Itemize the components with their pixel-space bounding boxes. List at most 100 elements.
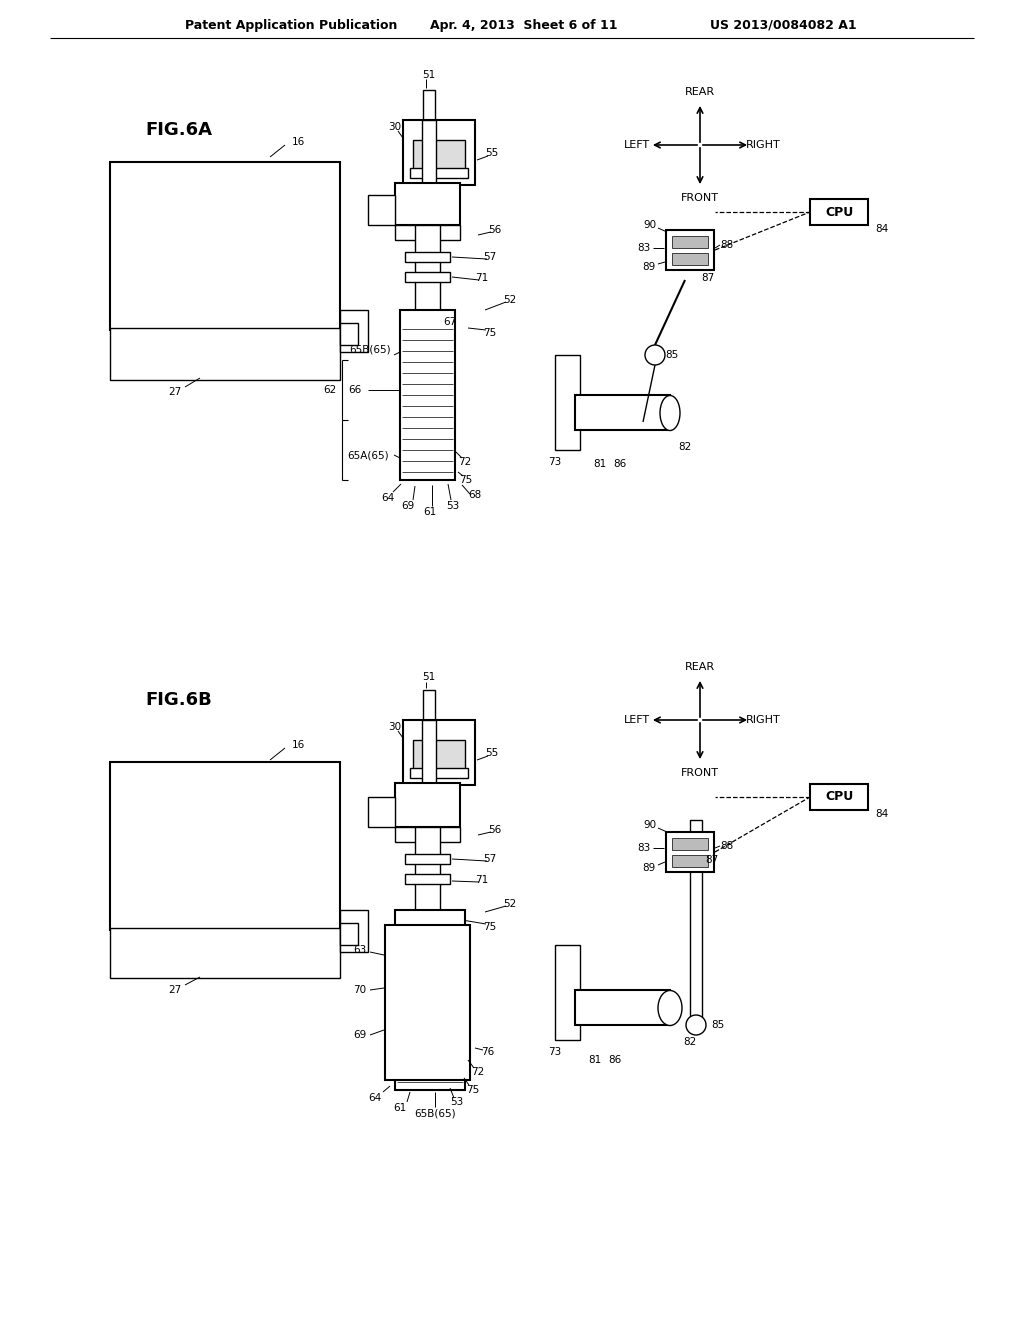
- Text: 30: 30: [388, 121, 401, 132]
- Ellipse shape: [658, 990, 682, 1026]
- Text: 51: 51: [422, 70, 435, 81]
- Text: CPU: CPU: [825, 206, 853, 219]
- Text: US 2013/0084082 A1: US 2013/0084082 A1: [710, 18, 857, 32]
- Text: 65B(65): 65B(65): [349, 345, 391, 355]
- Bar: [395, 783, 460, 828]
- Bar: [403, 719, 475, 785]
- Text: 90: 90: [643, 820, 656, 830]
- Text: 75: 75: [483, 327, 497, 338]
- Text: 52: 52: [504, 294, 517, 305]
- Bar: [395, 828, 460, 842]
- Text: 52: 52: [504, 899, 517, 909]
- Bar: [415, 828, 440, 912]
- Text: 75: 75: [483, 921, 497, 932]
- Bar: [672, 236, 708, 248]
- Text: 72: 72: [459, 457, 472, 467]
- Text: 73: 73: [549, 1047, 561, 1057]
- Text: 69: 69: [353, 1030, 367, 1040]
- Bar: [395, 909, 465, 1090]
- Bar: [423, 690, 435, 719]
- Text: REAR: REAR: [685, 663, 715, 672]
- Text: RIGHT: RIGHT: [745, 140, 780, 150]
- Ellipse shape: [660, 396, 680, 430]
- Text: 67: 67: [443, 317, 457, 327]
- Text: 90: 90: [643, 220, 656, 230]
- Text: 27: 27: [168, 387, 181, 397]
- Text: 66: 66: [348, 385, 361, 395]
- Bar: [810, 199, 868, 224]
- Text: 75: 75: [466, 1085, 479, 1096]
- Text: FIG.6B: FIG.6B: [145, 690, 212, 709]
- Text: 56: 56: [488, 825, 502, 836]
- Bar: [666, 832, 714, 873]
- Text: CPU: CPU: [825, 791, 853, 804]
- Text: 84: 84: [876, 224, 889, 234]
- Text: 86: 86: [608, 1055, 622, 1065]
- Bar: [110, 162, 340, 330]
- Text: 55: 55: [485, 148, 499, 158]
- Bar: [422, 719, 436, 785]
- Text: 76: 76: [481, 1047, 495, 1057]
- Text: LEFT: LEFT: [624, 140, 650, 150]
- Text: 69: 69: [401, 502, 415, 511]
- Text: 61: 61: [393, 1104, 407, 1113]
- Text: 57: 57: [483, 854, 497, 865]
- Bar: [403, 120, 475, 185]
- Text: 56: 56: [488, 224, 502, 235]
- Text: LEFT: LEFT: [624, 715, 650, 725]
- Bar: [415, 224, 440, 310]
- Bar: [575, 395, 670, 430]
- Text: FRONT: FRONT: [681, 768, 719, 777]
- Text: 51: 51: [422, 672, 435, 682]
- Bar: [406, 272, 450, 282]
- Bar: [690, 820, 702, 1020]
- Bar: [340, 323, 358, 345]
- Bar: [400, 310, 455, 480]
- Text: 53: 53: [446, 502, 460, 511]
- Bar: [410, 168, 468, 178]
- Text: 63: 63: [353, 945, 367, 954]
- Text: 16: 16: [292, 137, 304, 147]
- Text: 71: 71: [475, 273, 488, 282]
- Text: FRONT: FRONT: [681, 193, 719, 203]
- Bar: [672, 253, 708, 265]
- Bar: [110, 327, 340, 380]
- Text: Patent Application Publication: Patent Application Publication: [185, 18, 397, 32]
- Text: 89: 89: [642, 261, 655, 272]
- Text: 81: 81: [593, 459, 606, 469]
- Text: 73: 73: [549, 457, 561, 467]
- Text: 84: 84: [876, 809, 889, 818]
- Bar: [406, 252, 450, 261]
- Text: 71: 71: [475, 875, 488, 884]
- Text: 64: 64: [369, 1093, 382, 1104]
- Text: 62: 62: [324, 385, 337, 395]
- Bar: [666, 230, 714, 271]
- Bar: [368, 195, 395, 224]
- Bar: [413, 741, 465, 770]
- Text: 61: 61: [423, 507, 436, 517]
- Bar: [340, 310, 368, 352]
- Text: 55: 55: [485, 748, 499, 758]
- Bar: [395, 183, 460, 224]
- Text: Apr. 4, 2013  Sheet 6 of 11: Apr. 4, 2013 Sheet 6 of 11: [430, 18, 617, 32]
- Text: 89: 89: [642, 863, 655, 873]
- Text: 70: 70: [353, 985, 367, 995]
- Text: 86: 86: [613, 459, 627, 469]
- Text: 88: 88: [720, 240, 733, 249]
- Bar: [672, 855, 708, 867]
- Text: 53: 53: [451, 1097, 464, 1107]
- Bar: [110, 928, 340, 978]
- Text: 82: 82: [683, 1038, 696, 1047]
- Text: 16: 16: [292, 741, 304, 750]
- Bar: [340, 923, 358, 945]
- Bar: [110, 762, 340, 931]
- Text: REAR: REAR: [685, 87, 715, 96]
- Bar: [422, 120, 436, 185]
- Text: 83: 83: [637, 843, 650, 853]
- Text: 82: 82: [678, 442, 691, 451]
- Text: 87: 87: [706, 855, 719, 865]
- Text: 64: 64: [381, 492, 394, 503]
- Circle shape: [686, 1015, 706, 1035]
- Bar: [423, 90, 435, 120]
- Text: 27: 27: [168, 985, 181, 995]
